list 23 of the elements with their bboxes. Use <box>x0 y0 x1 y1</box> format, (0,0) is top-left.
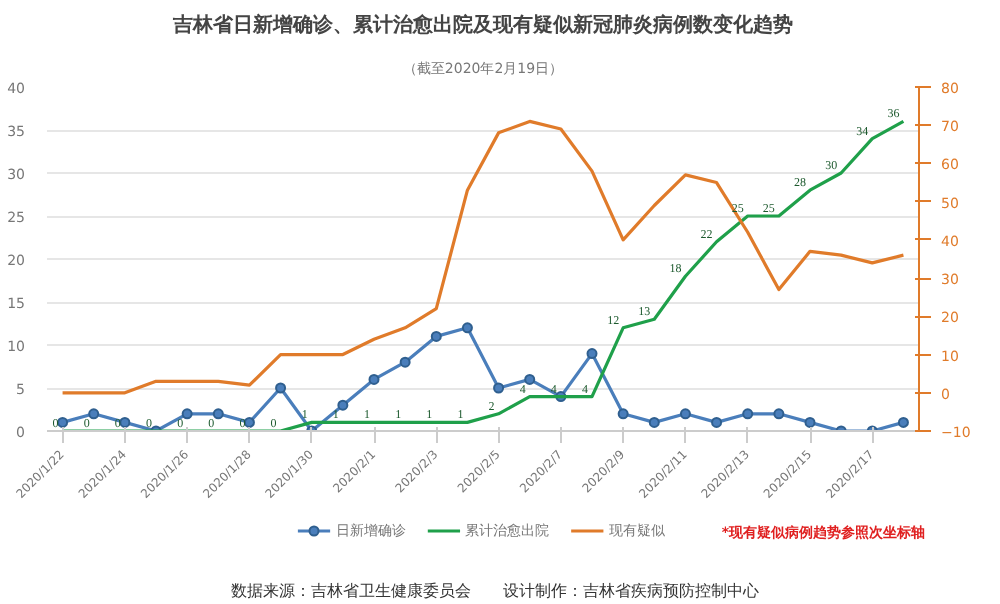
point <box>212 408 224 420</box>
point <box>773 408 785 420</box>
point <box>461 322 473 334</box>
source-note: 数据来源：吉林省卫生健康委员会 设计制作：吉林省疾病预防控制中心 <box>231 582 759 600</box>
point <box>524 373 536 385</box>
point <box>648 416 660 428</box>
point <box>493 382 505 394</box>
point <box>57 416 69 428</box>
point <box>897 416 909 428</box>
point <box>88 408 100 420</box>
point <box>430 330 442 342</box>
point <box>181 408 193 420</box>
point <box>617 408 629 420</box>
point <box>804 416 816 428</box>
point <box>337 399 349 411</box>
point <box>679 408 691 420</box>
point <box>275 382 287 394</box>
chart-title: 吉林省日新增确诊、累计治愈出院及现有疑似新冠肺炎病例数变化趋势 <box>171 13 793 37</box>
point <box>399 356 411 368</box>
point <box>368 373 380 385</box>
point <box>742 408 754 420</box>
point <box>711 416 723 428</box>
point <box>586 348 598 360</box>
